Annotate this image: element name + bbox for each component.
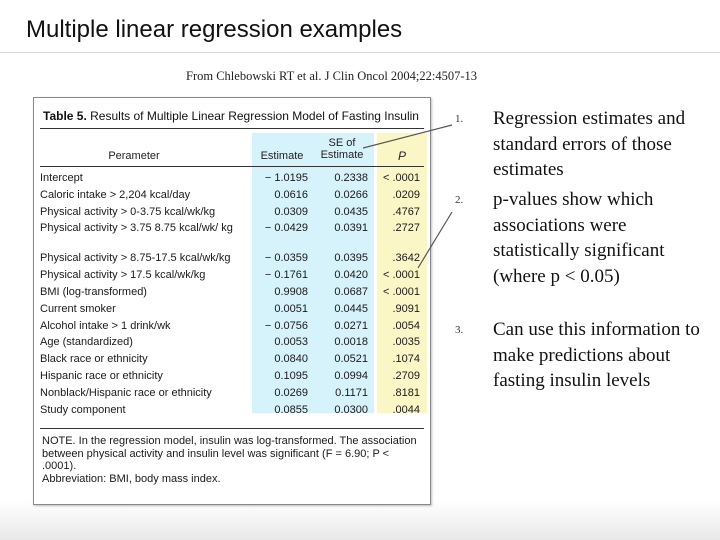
point-text: p-values show which associations were st… [493,189,665,287]
se-cell: 0.0271 [334,319,368,332]
estimate-cell: 0.0855 [274,403,308,416]
se-cell: 0.0435 [334,205,368,218]
se-cell: 0.0018 [334,336,368,349]
table-row: Physical activity > 8.75-17.5 kcal/wk/kg… [40,252,424,265]
table-number: Table 5. [43,109,87,123]
title-divider [0,52,720,53]
table-top-rule [40,128,424,129]
estimate-cell: − 1.0195 [264,172,308,184]
param-cell: Current smoker [40,302,116,315]
header-se: SE of Estimate [320,137,364,161]
se-cell: 0.0420 [334,269,368,282]
header-p: P [397,149,406,163]
param-cell: Nonblack/Hispanic race or ethnicity [40,386,212,399]
table-row: Nonblack/Hispanic race or ethnicity 0.026… [40,387,424,400]
p-value-cell: .9091 [392,302,420,315]
se-cell: 0.0445 [334,302,368,315]
p-value-cell: < .0001 [382,286,420,298]
se-cell: 0.0266 [334,188,368,201]
table-row: BMI (log-transformed) 0.9908 0.0687 < .0001 [40,286,424,299]
se-cell: 0.0521 [334,353,368,366]
p-value-cell: .0035 [392,336,420,349]
p-value-cell: .0044 [392,403,420,416]
estimate-cell: − 0.0756 [264,319,308,332]
table-row: Hispanic race or ethnicity 0.1095 0.0994 .2… [40,370,424,383]
param-cell: Caloric intake > 2,204 kcal/day [40,188,191,201]
table-row: Age (standardized) 0.0053 0.0018 .0035 [40,336,424,349]
table-row: Current smoker 0.0051 0.0445 .9091 [40,303,424,316]
table-row: Physical activity > 3.75 8.75 kcal/wk/ k… [40,222,424,248]
p-value-cell: .4767 [392,205,420,218]
p-value-cell: .0209 [392,188,420,201]
param-cell: Intercept [40,172,83,184]
param-cell: Hispanic race or ethnicity [40,370,163,382]
estimate-se-highlight [252,133,374,413]
p-value-cell: < .0001 [382,269,420,282]
se-cell: 0.0300 [334,403,368,416]
estimate-cell: 0.0840 [274,353,308,366]
se-cell: 0.0391 [334,222,368,235]
param-cell: Physical activity > 8.75-17.5 kcal/wk/kg [40,252,231,265]
param-cell: Physical activity > 0-3.75 kcal/wk/kg [40,205,216,218]
header-parameter: Perameter [108,150,160,162]
se-cell: 0.2338 [334,172,368,184]
se-cell: 0.1171 [335,386,368,399]
se-cell: 0.0687 [334,286,368,298]
table-bottom-rule [40,428,424,429]
param-cell: BMI (log-transformed) [40,286,147,298]
point-number: 1. [455,113,464,125]
p-value-cell: .3642 [392,252,420,265]
estimate-cell: 0.9908 [274,286,308,298]
param-cell: Alcohol intake > 1 drink/wk [40,319,171,332]
table-row: Physical activity > 17.5 kcal/wk/kg − 0.1… [40,269,424,282]
abbreviation-text: Abbreviation: BMI, body mass index. [42,472,221,485]
estimate-cell: 0.0616 [274,188,308,201]
p-value-highlight [377,133,427,413]
point-text: Regression estimates and standard errors… [493,108,686,180]
p-value-cell: .8181 [392,386,420,399]
estimate-cell: 0.0051 [274,302,308,315]
estimate-cell: − 0.1761 [264,269,308,282]
table-header-rule [40,166,424,167]
note-text: NOTE. In the regression model, insulin w… [42,435,417,472]
param-cell: Physical activity > 3.75 8.75 kcal/wk/ k… [40,222,233,235]
estimate-cell: 0.1095 [274,370,308,382]
param-cell: Study component [40,403,126,416]
table-row: Intercept − 1.0195 0.2338 < .0001 [40,172,424,185]
p-value-cell: .1074 [392,353,420,366]
se-cell: 0.0395 [334,252,368,265]
estimate-cell: 0.0309 [274,205,308,218]
header-estimate: Estimate [260,150,304,162]
table-row: Caloric intake > 2,204 kcal/day 0.0616 0.0… [40,189,424,202]
point-number: 2. [455,194,464,206]
param-cell: Age (standardized) [40,336,133,349]
point-number: 3. [455,324,464,336]
regression-table-image: Table 5. Results of Multiple Linear Regr… [33,97,431,505]
table-row: Physical activity > 0-3.75 kcal/wk/kg 0.0… [40,206,424,219]
p-value-cell: .0054 [392,319,420,332]
table-caption: Results of Multiple Linear Regression Mo… [90,109,419,123]
table-row: Black race or ethnicity 0.0840 0.0521 .1074 [40,353,424,366]
table-row: Alcohol intake > 1 drink/wk − 0.0756 0.027… [40,320,424,333]
table-row: Study component 0.0855 0.0300 .0044 [40,404,424,417]
se-cell: 0.0994 [334,370,368,382]
estimate-cell: − 0.0359 [264,252,308,265]
point-text: Can use this information to make predict… [493,319,700,391]
estimate-cell: − 0.0429 [264,222,308,235]
estimate-cell: 0.0269 [274,386,308,399]
slide-title: Multiple linear regression examples [26,16,403,43]
citation: From Chlebowski RT et al. J Clin Oncol 2… [186,69,478,83]
param-cell: Physical activity > 17.5 kcal/wk/kg [40,269,206,282]
table-note: NOTE. In the regression model, insulin w… [42,435,422,485]
p-value-cell: < .0001 [382,172,420,184]
slide-bottom-shadow [0,500,720,540]
p-value-cell: .2709 [392,370,420,382]
table-title: Table 5. Results of Multiple Linear Regr… [43,109,419,123]
p-value-cell: .2727 [392,222,420,235]
estimate-cell: 0.0053 [274,336,308,349]
param-cell: Black race or ethnicity [40,353,148,366]
